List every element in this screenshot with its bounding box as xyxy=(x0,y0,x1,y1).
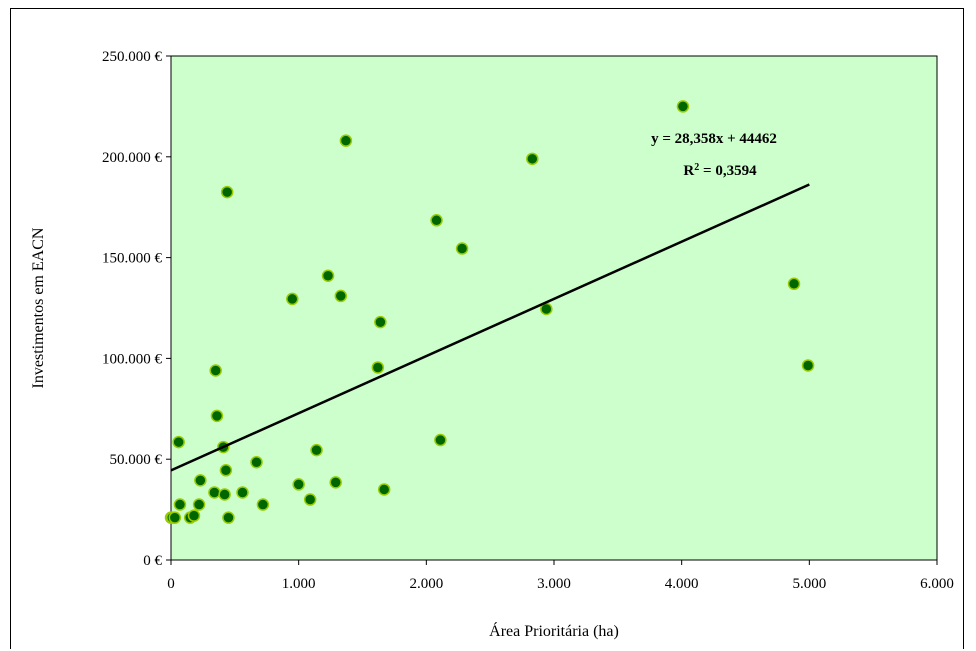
y-tick-label: 150.000 € xyxy=(102,251,163,267)
y-tick-label: 100.000 € xyxy=(102,351,163,367)
data-point xyxy=(173,498,187,511)
data-point xyxy=(321,269,335,282)
trendline xyxy=(170,183,810,472)
x-tick-label: 6.000 xyxy=(920,576,954,592)
data-point xyxy=(434,433,447,447)
data-point xyxy=(172,435,185,449)
r2-value: = 0,3594 xyxy=(699,163,757,179)
data-point xyxy=(334,289,348,303)
data-point xyxy=(236,486,249,499)
plot-area xyxy=(170,55,938,561)
x-tick-label: 2.000 xyxy=(409,576,443,592)
data-point xyxy=(210,409,224,423)
data-point xyxy=(168,511,182,524)
x-tick-label: 3.000 xyxy=(537,576,571,592)
data-point xyxy=(256,498,270,511)
y-tick-label: 200.000 € xyxy=(102,150,163,166)
data-point xyxy=(208,486,221,499)
x-axis-title: Área Prioritária (ha) xyxy=(489,621,619,640)
data-point xyxy=(374,315,387,329)
data-point xyxy=(787,277,801,291)
data-point xyxy=(455,242,469,255)
data-point xyxy=(329,476,342,489)
data-point xyxy=(310,443,323,457)
y-axis-title: Investimentos em EACN xyxy=(30,227,47,388)
data-point xyxy=(218,488,231,501)
data-point xyxy=(194,474,207,487)
data-point xyxy=(209,364,222,377)
data-point xyxy=(371,361,385,374)
data-point xyxy=(801,359,815,372)
data-point xyxy=(339,134,353,147)
data-point xyxy=(286,292,299,306)
data-point xyxy=(303,493,317,506)
data-points xyxy=(164,100,815,524)
data-point xyxy=(292,478,305,491)
trendline-r2: R2 = 0,3594 xyxy=(683,162,757,180)
r2-prefix: R xyxy=(683,163,694,179)
data-point xyxy=(377,483,391,496)
y-tick-label: 50.000 € xyxy=(110,452,163,468)
data-point xyxy=(220,185,234,199)
data-point xyxy=(187,509,201,522)
data-point xyxy=(250,455,263,469)
data-point xyxy=(430,214,443,227)
data-point xyxy=(676,100,690,113)
trendline-equation: y = 28,358x + 44462 xyxy=(651,131,777,147)
y-tick-label: 250.000 € xyxy=(102,49,163,65)
x-tick-label: 5.000 xyxy=(792,576,826,592)
data-point xyxy=(219,464,233,477)
data-point xyxy=(526,152,539,166)
x-tick-label: 0 xyxy=(167,576,175,592)
r2-exponent: 2 xyxy=(694,162,699,173)
x-axis: 0 1.000 2.000 3.000 4.000 5.000 6.000 xyxy=(167,560,954,592)
data-point xyxy=(192,498,206,511)
x-tick-label: 1.000 xyxy=(282,576,316,592)
x-tick-label: 4.000 xyxy=(665,576,699,592)
y-tick-label: 0 € xyxy=(143,553,162,569)
data-point xyxy=(222,511,235,524)
y-axis: 0 € 50.000 € 100.000 € 150.000 € 200.000 € 25… xyxy=(102,49,171,569)
